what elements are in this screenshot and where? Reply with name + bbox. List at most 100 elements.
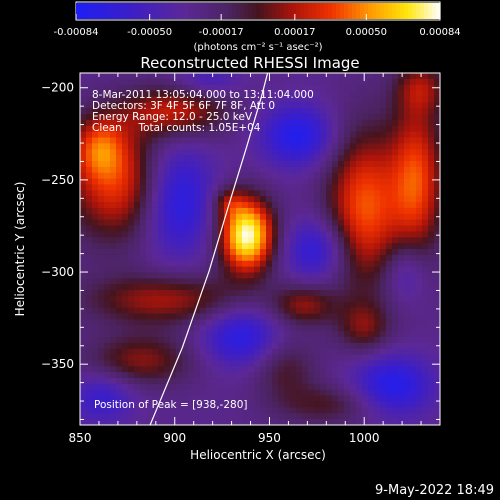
heatmap-cell [104,331,111,338]
heatmap-cell [140,96,147,103]
heatmap-cell [188,125,195,133]
heatmap-cell [80,301,87,309]
heatmap-cell [86,202,93,209]
heatmap-cell [392,190,399,197]
heatmap-cell [254,231,261,238]
heatmap-cell [206,78,213,86]
heatmap-cell [260,102,267,109]
heatmap-cell [398,84,405,92]
heatmap-cell [86,319,93,326]
heatmap-cell [410,213,417,221]
heatmap-cell [212,225,219,232]
heatmap-cell [314,119,321,127]
heatmap-cell [386,96,393,103]
heatmap-cell [362,319,369,326]
heatmap-cell [104,90,111,97]
heatmap-cell [392,319,399,326]
heatmap-cell [110,166,117,174]
heatmap-cell [272,225,279,232]
heatmap-cell [362,290,369,297]
heatmap-cell [80,272,87,279]
heatmap-cell [338,372,345,379]
heatmap-cell [410,366,417,373]
heatmap-cell [266,290,273,297]
heatmap-cell [170,372,177,379]
heatmap-cell [116,114,123,121]
heatmap-cell [248,419,255,425]
heatmap-cell [416,407,423,414]
heatmap-cell [386,161,393,168]
heatmap-cell [284,207,291,215]
heatmap-cell [122,166,129,174]
heatmap-cell [386,231,393,238]
heatmap-cell [284,137,291,144]
heatmap-cell [326,237,333,244]
heatmap-cell [392,149,399,156]
heatmap-cell [278,131,285,139]
heatmap-cell [428,125,435,133]
heatmap-cell [422,114,429,121]
x-tick-label: 850 [69,431,92,445]
heatmap-cell [206,166,213,174]
heatmap-cell [92,202,99,209]
heatmap-cell [308,342,315,350]
heatmap-cell [314,213,321,221]
heatmap-cell [128,225,135,232]
heatmap-cell [170,254,177,262]
heatmap-cell [236,119,243,127]
heatmap-cell [332,331,339,338]
heatmap-cell [152,96,159,103]
heatmap-cell [86,114,93,121]
heatmap-cell [110,348,117,356]
heatmap-cell [422,401,429,408]
heatmap-cell [302,237,309,244]
heatmap-cell [230,395,237,403]
heatmap-cell [242,243,249,250]
heatmap-cell [80,249,87,256]
heatmap-cell [380,249,387,256]
heatmap-cell [374,266,381,273]
heatmap-cell [92,225,99,232]
heatmap-cell [140,73,147,80]
heatmap-cell [80,202,87,209]
heatmap-cell [128,419,135,425]
heatmap-cell [134,301,141,309]
heatmap-cell [290,407,297,414]
heatmap-cell [164,84,171,92]
heatmap-cell [182,313,189,320]
heatmap-cell [344,166,351,174]
heatmap-cell [158,161,165,168]
heatmap-cell [164,73,171,80]
heatmap-cell [386,378,393,385]
heatmap-cell [398,131,405,139]
heatmap-cell [392,219,399,227]
heatmap-cell [296,119,303,127]
heatmap-cell [86,231,93,238]
heatmap-cell [386,84,393,92]
heatmap-cell [140,260,147,268]
heatmap-cell [146,231,153,238]
heatmap-cell [374,149,381,156]
heatmap-cell [428,260,435,268]
heatmap-cell [134,378,141,385]
heatmap-cell [206,284,213,291]
heatmap-cell [242,301,249,309]
heatmap-cell [248,84,255,92]
heatmap-cell [212,354,219,361]
heatmap-cell [332,401,339,408]
heatmap-cell [374,243,381,250]
heatmap-cell [248,231,255,238]
heatmap-cell [278,78,285,86]
heatmap-cell [380,354,387,361]
heatmap-cell [176,295,183,303]
heatmap-cell [392,90,399,97]
heatmap-cell [104,401,111,408]
heatmap-cell [386,155,393,162]
heatmap-cell [206,272,213,279]
heatmap-cell [80,96,87,103]
heatmap-cell [368,166,375,174]
heatmap-cell [212,78,219,86]
heatmap-cell [422,319,429,326]
heatmap-cell [206,372,213,379]
heatmap-cell [272,149,279,156]
